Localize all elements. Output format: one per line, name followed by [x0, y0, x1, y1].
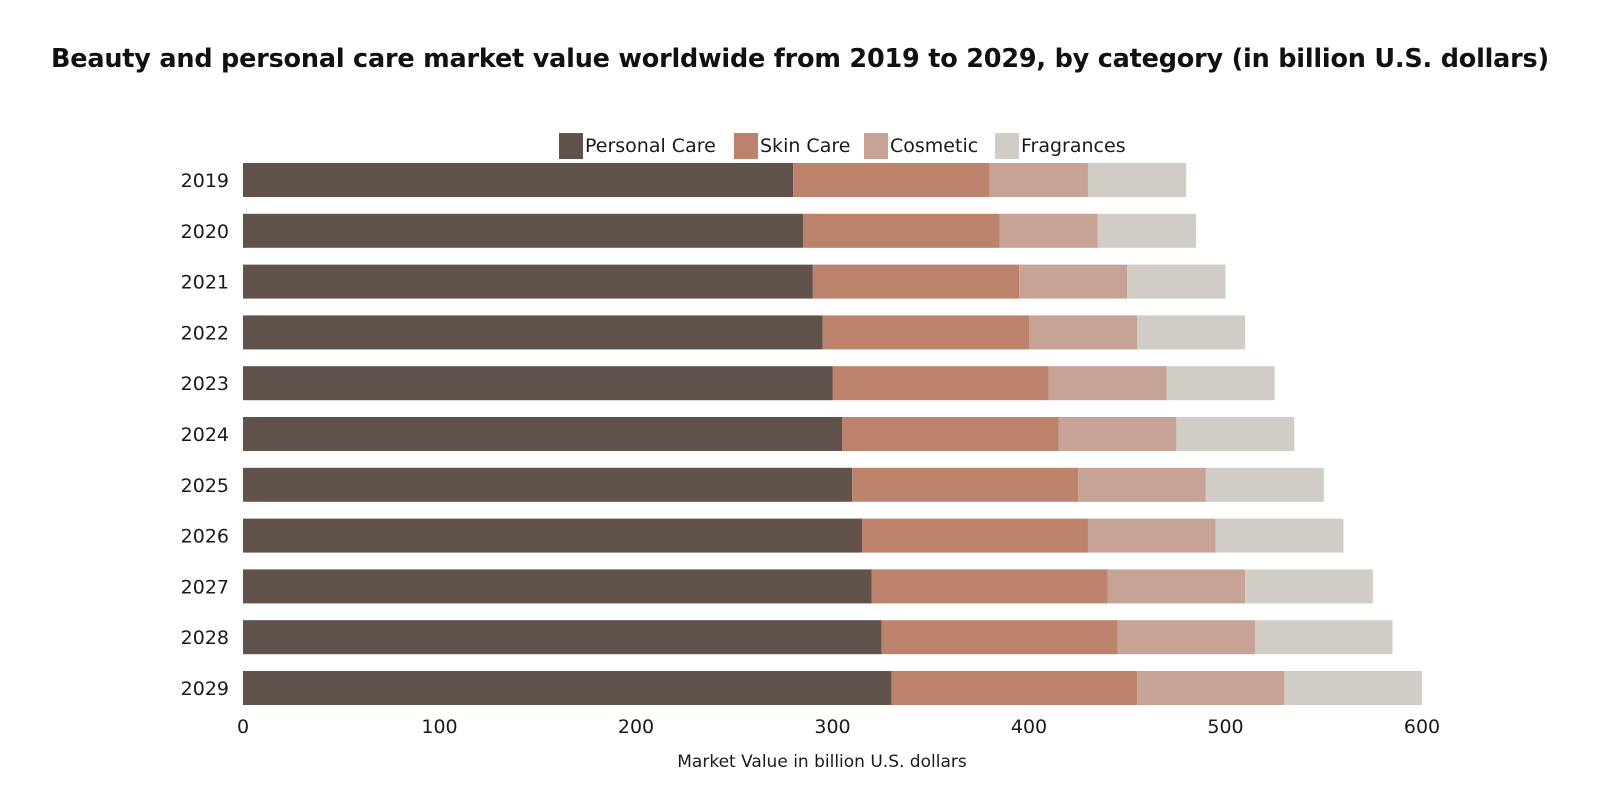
- category-label-2020: 2020: [181, 221, 229, 243]
- x-tick-label-400: 400: [1011, 716, 1047, 738]
- category-label-2026: 2026: [181, 526, 229, 548]
- category-label-2019: 2019: [181, 170, 229, 192]
- category-label-2023: 2023: [181, 373, 229, 395]
- bar-cosmetic-2021: [1019, 264, 1128, 299]
- bar-fragrances-2025: [1205, 467, 1324, 502]
- bar-cosmetic-2019: [989, 163, 1088, 197]
- x-tick-label-600: 600: [1404, 716, 1440, 738]
- bar-personal-care-2020: [243, 213, 804, 248]
- legend-swatch-personal-care: [559, 133, 583, 159]
- legend-swatch-skin-care: [734, 133, 758, 159]
- chart-title: Beauty and personal care market value wo…: [50, 44, 1549, 74]
- bar-skin-care-2021: [812, 264, 1020, 299]
- legend-label-cosmetic: Cosmetic: [890, 135, 978, 157]
- x-tick-label-500: 500: [1207, 716, 1243, 738]
- x-tick-label-100: 100: [421, 716, 457, 738]
- value-axis: 0 100 200 300 400 500 600: [237, 716, 1440, 738]
- bar-skin-care-2029: [891, 671, 1138, 705]
- bar-personal-care-2022: [243, 315, 823, 350]
- bar-skin-care-2022: [822, 315, 1029, 350]
- category-label-2028: 2028: [181, 627, 229, 649]
- bar-skin-care-2020: [803, 213, 1000, 248]
- bar-fragrances-2026: [1215, 518, 1344, 553]
- category-label-2024: 2024: [181, 424, 229, 446]
- bar-skin-care-2023: [832, 366, 1049, 401]
- bar-fragrances-2019: [1087, 163, 1187, 197]
- x-axis-title: Market Value in billion U.S. dollars: [677, 752, 967, 772]
- category-axis: 2019 2020 2021 2022 2023 2024 2025 2026 2027 2028…: [181, 170, 229, 700]
- x-tick-label-300: 300: [814, 716, 850, 738]
- category-label-2021: 2021: [181, 272, 229, 294]
- x-tick-label-0: 0: [237, 716, 249, 738]
- legend-label-personal-care: Personal Care: [585, 135, 716, 157]
- bar-cosmetic-2020: [999, 213, 1098, 248]
- bar-cosmetic-2026: [1087, 518, 1216, 553]
- bar-skin-care-2027: [871, 569, 1108, 604]
- bar-cosmetic-2027: [1107, 569, 1246, 604]
- bar-fragrances-2023: [1166, 366, 1275, 401]
- bar-cosmetic-2025: [1078, 467, 1206, 502]
- legend-label-skin-care: Skin Care: [760, 135, 850, 157]
- bar-personal-care-2025: [243, 467, 853, 502]
- bar-skin-care-2019: [793, 163, 990, 197]
- category-label-2027: 2027: [181, 576, 229, 598]
- bar-personal-care-2023: [243, 366, 833, 401]
- category-label-2022: 2022: [181, 322, 229, 344]
- category-label-2025: 2025: [181, 475, 229, 497]
- bars: [243, 163, 1422, 705]
- bar-fragrances-2027: [1245, 569, 1373, 604]
- bar-personal-care-2029: [243, 671, 892, 705]
- bar-personal-care-2021: [243, 264, 813, 299]
- bar-cosmetic-2028: [1117, 620, 1255, 655]
- category-label-2029: 2029: [181, 678, 229, 700]
- bar-personal-care-2024: [243, 417, 843, 451]
- bar-skin-care-2025: [852, 467, 1079, 502]
- bar-personal-care-2027: [243, 569, 872, 604]
- bar-fragrances-2020: [1097, 213, 1197, 248]
- bar-personal-care-2028: [243, 620, 882, 655]
- legend-swatch-cosmetic: [864, 133, 888, 159]
- bar-skin-care-2026: [861, 518, 1088, 553]
- bar-cosmetic-2024: [1058, 417, 1177, 451]
- bar-cosmetic-2022: [1029, 315, 1138, 350]
- bar-fragrances-2021: [1127, 264, 1226, 299]
- bar-fragrances-2029: [1284, 671, 1422, 705]
- legend-label-fragrances: Fragrances: [1021, 135, 1126, 157]
- bar-personal-care-2026: [243, 518, 862, 553]
- x-tick-label-200: 200: [618, 716, 654, 738]
- legend: Personal Care Skin Care Cosmetic Fragrances: [559, 133, 1126, 159]
- bar-fragrances-2028: [1254, 620, 1393, 655]
- bar-skin-care-2024: [842, 417, 1059, 451]
- bar-cosmetic-2029: [1137, 671, 1285, 705]
- legend-swatch-fragrances: [995, 133, 1019, 159]
- bar-personal-care-2019: [243, 163, 794, 197]
- bar-fragrances-2024: [1176, 417, 1295, 451]
- bar-fragrances-2022: [1137, 315, 1246, 350]
- bar-skin-care-2028: [881, 620, 1118, 655]
- bar-cosmetic-2023: [1048, 366, 1167, 401]
